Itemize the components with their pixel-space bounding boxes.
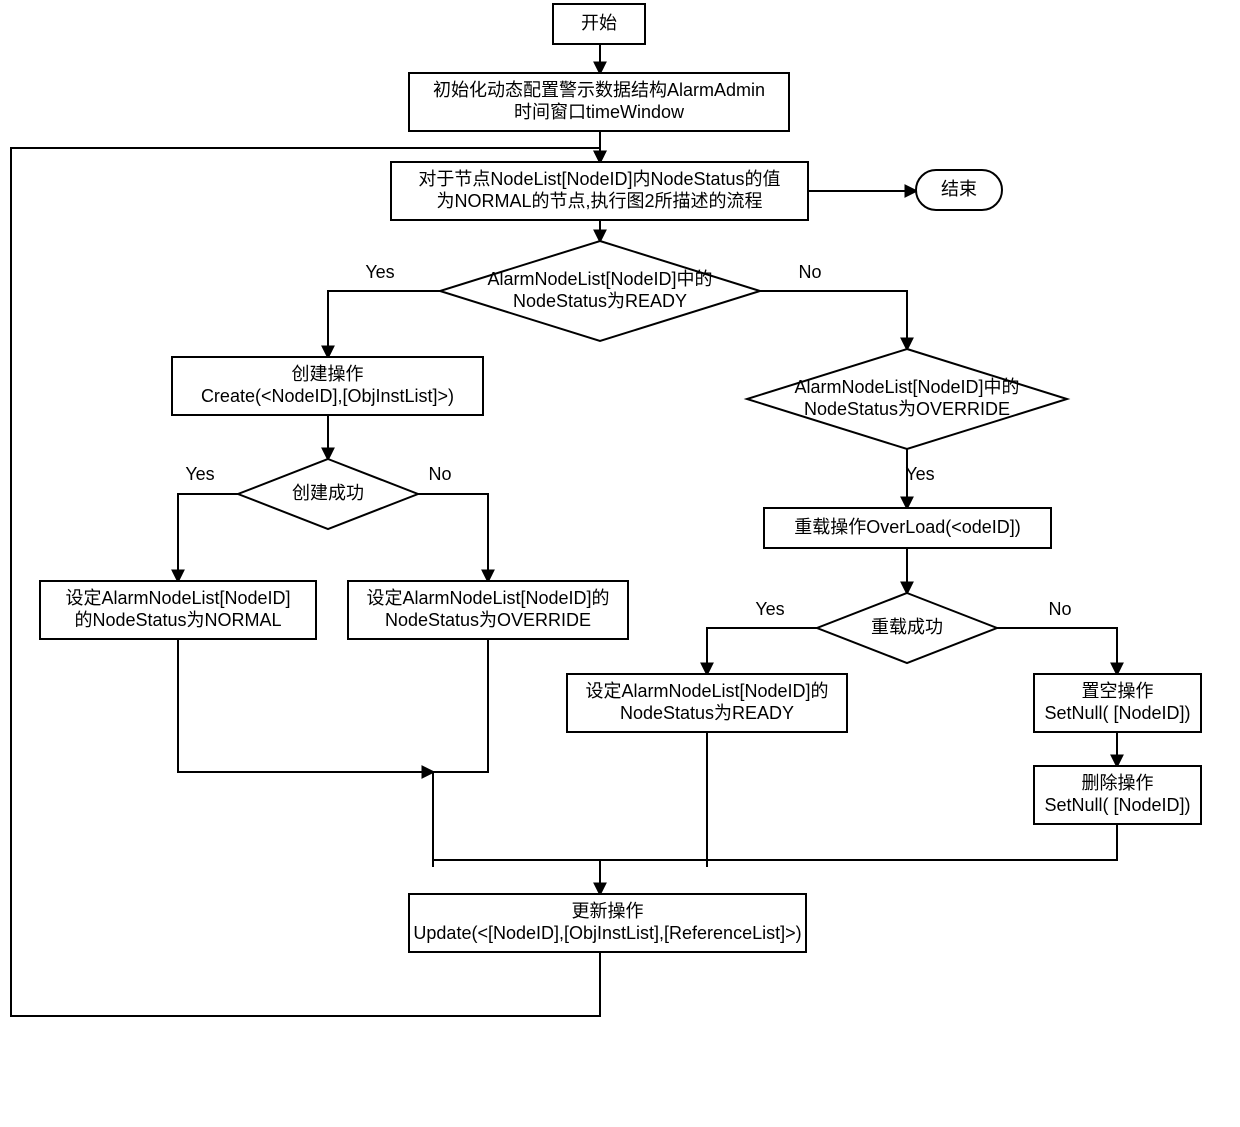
node-start-line0: 开始 <box>581 13 617 33</box>
node-setReady-line1: NodeStatus为READY <box>620 703 794 723</box>
edge-decOk-yes <box>178 494 238 581</box>
node-decReady-line0: AlarmNodeList[NodeID]中的 <box>487 269 712 289</box>
node-setNull2-line0: 删除操作 <box>1082 773 1154 793</box>
node-setNormal-line1: 的NodeStatus为NORMAL <box>74 610 281 630</box>
edge-label-decOl-no: No <box>1048 599 1071 619</box>
edge-label-decOk-no: No <box>428 464 451 484</box>
edge-label-decOk-yes: Yes <box>185 464 214 484</box>
node-init-line0: 初始化动态配置警示数据结构AlarmAdmin <box>433 80 765 100</box>
node-decCreateOk-line0: 创建成功 <box>292 483 364 503</box>
edge-setReady-join2 <box>433 732 707 860</box>
edge-label-decReady-yes: Yes <box>365 262 394 282</box>
node-setNormal-line0: 设定AlarmNodeList[NodeID] <box>65 588 290 608</box>
node-setOverride-line0: 设定AlarmNodeList[NodeID]的 <box>366 588 609 608</box>
node-setNull1-line1: SetNull( [NodeID]) <box>1044 703 1190 723</box>
edge-decOk-no <box>418 494 488 581</box>
node-setReady-line0: 设定AlarmNodeList[NodeID]的 <box>585 681 828 701</box>
node-end-line0: 结束 <box>941 179 977 199</box>
node-normalProc-line0: 对于节点NodeList[NodeID]内NodeStatus的值 <box>418 169 780 189</box>
edge-label-decOl-yes: Yes <box>755 599 784 619</box>
edge-setOverride-join <box>433 639 488 772</box>
edge-decReady-no <box>760 291 907 349</box>
node-create-line1: Create(<NodeID],[ObjInstList]>) <box>201 386 454 406</box>
edge-decReady-yes <box>328 291 440 357</box>
node-decReady-line1: NodeStatus为READY <box>513 291 687 311</box>
node-decOverride-line0: AlarmNodeList[NodeID]中的 <box>794 377 1019 397</box>
node-update-line0: 更新操作 <box>572 901 644 921</box>
node-update-line1: Update(<[NodeID],[ObjInstList],[Referenc… <box>413 923 801 943</box>
node-setNull2-line1: SetNull( [NodeID]) <box>1044 795 1190 815</box>
node-overload-line0: 重载操作OverLoad(<odeID]) <box>794 517 1021 537</box>
node-decOverride-line1: NodeStatus为OVERRIDE <box>804 399 1010 419</box>
edge-decOl-yes <box>707 628 817 674</box>
edge-label-decReady-no: No <box>798 262 821 282</box>
node-create-line0: 创建操作 <box>292 364 364 384</box>
node-init-line1: 时间窗口timeWindow <box>514 102 685 122</box>
node-setOverride-line1: NodeStatus为OVERRIDE <box>385 610 591 630</box>
node-normalProc-line1: 为NORMAL的节点,执行图2所描述的流程 <box>436 191 762 211</box>
node-decOverloadOk-line0: 重载成功 <box>871 617 943 637</box>
edge-label-decOverride-yes: Yes <box>905 464 934 484</box>
edge-decOl-no <box>997 628 1117 674</box>
node-setNull1-line0: 置空操作 <box>1082 681 1154 701</box>
edge-setNull2-join2 <box>433 824 1117 860</box>
edge-setNormal-join <box>178 639 433 772</box>
